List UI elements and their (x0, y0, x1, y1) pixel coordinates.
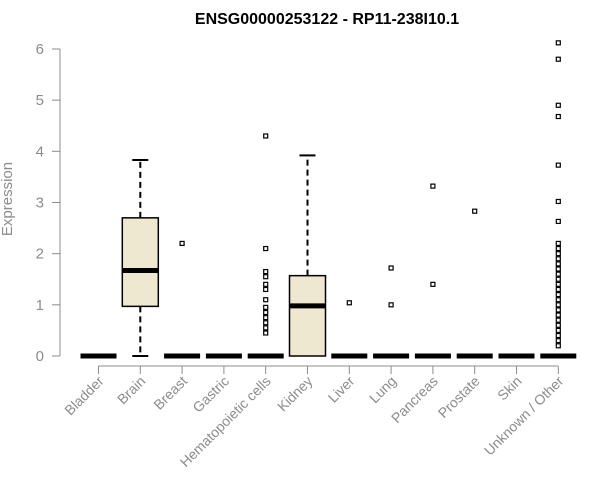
x-tick-label: Prostate (435, 373, 483, 421)
box-breast (164, 240, 201, 359)
outlier-point (388, 265, 394, 271)
x-tick-label: Lung (366, 373, 399, 406)
outlier-point (430, 183, 436, 189)
outlier-point (346, 300, 352, 306)
box-unknown-other (540, 40, 577, 359)
outlier-point (555, 266, 561, 272)
box-liver (331, 300, 368, 359)
outlier-point (263, 315, 269, 321)
y-axis-label: Expression (0, 162, 16, 236)
outlier-point (555, 297, 561, 303)
outlier-point (555, 261, 561, 267)
x-tick-label: Bladder (61, 373, 107, 419)
outlier-point (263, 325, 269, 331)
outlier-point (555, 245, 561, 252)
y-tick-label: 4 (36, 143, 44, 160)
y-tick-label: 2 (36, 246, 44, 263)
y-tick-label: 1 (36, 297, 44, 314)
outlier-point (555, 291, 561, 298)
outlier-point (555, 240, 561, 247)
outlier-point (555, 251, 561, 257)
x-tick-label: Skin (494, 373, 525, 404)
outlier-point (555, 40, 561, 46)
box-lung (373, 265, 410, 359)
outlier-point (263, 304, 269, 310)
x-tick-label: Unknown / Other (481, 373, 567, 459)
outlier-point (555, 286, 561, 293)
outlier-point (555, 198, 561, 205)
outlier-point (179, 240, 185, 247)
outlier-point (555, 343, 561, 349)
outlier-point (263, 245, 269, 252)
outlier-point (555, 281, 561, 287)
outlier-point (472, 208, 478, 214)
x-tick-label: Liver (325, 373, 358, 406)
outlier-point (388, 302, 394, 308)
outlier-point (555, 218, 561, 225)
y-tick-label: 0 (36, 348, 44, 365)
outlier-point (263, 320, 269, 326)
outlier-point (555, 256, 561, 262)
outlier-point (555, 271, 561, 277)
outlier-point (555, 338, 561, 344)
outlier-point (555, 276, 561, 282)
y-tick-label: 5 (36, 92, 44, 109)
outlier-point (555, 162, 561, 168)
outlier-point (555, 113, 561, 120)
outlier-point (555, 327, 561, 334)
boxes (80, 40, 577, 359)
x-tick-label: Breast (150, 373, 190, 413)
x-tick-label: Kidney (274, 373, 316, 415)
box-pancreas (414, 183, 451, 359)
outlier-point (263, 133, 269, 139)
outlier-point (555, 322, 561, 328)
outlier-point (555, 307, 561, 313)
outlier-point (263, 268, 269, 275)
box-iqr (121, 217, 160, 308)
outlier-point (555, 317, 561, 323)
box-hematopoietic-cells (247, 133, 284, 359)
outlier-point (555, 102, 561, 108)
y-tick-label: 6 (36, 41, 44, 58)
outlier-point (263, 274, 269, 280)
chart-title: ENSG00000253122 - RP11-238I10.1 (195, 11, 459, 28)
box-iqr (288, 274, 327, 357)
outlier-point (430, 281, 436, 287)
box-brain (121, 159, 160, 357)
outlier-point (555, 56, 561, 62)
outlier-point (263, 281, 269, 287)
outlier-point (263, 309, 269, 316)
outlier-point (263, 330, 269, 336)
outlier-point (555, 302, 561, 308)
outlier-point (263, 286, 269, 293)
x-tick-label: Brain (114, 373, 148, 407)
outlier-point (555, 332, 561, 339)
outlier-point (555, 312, 561, 318)
box-kidney (288, 154, 327, 357)
y-axis: 0 1 2 3 4 5 6 (36, 41, 61, 365)
box-prostate (456, 208, 493, 359)
y-tick-label: 3 (36, 194, 44, 211)
outlier-point (263, 297, 269, 303)
